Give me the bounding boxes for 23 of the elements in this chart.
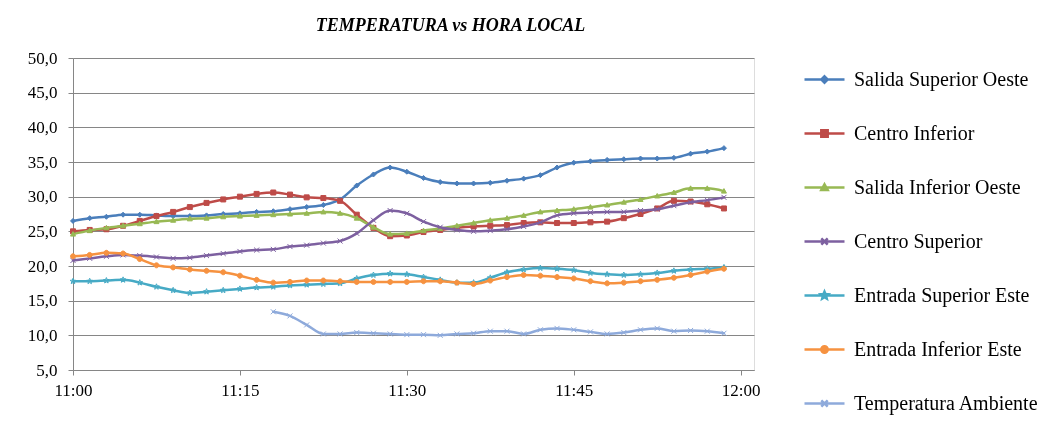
y-tick-label: 40,0 bbox=[27, 117, 58, 137]
y-tick-label: 5,0 bbox=[36, 360, 58, 380]
x-tick-label: 11:30 bbox=[388, 380, 427, 400]
y-tick-label: 20,0 bbox=[27, 256, 58, 276]
legend-label: Entrada Superior Este bbox=[854, 283, 1030, 307]
y-tick-label: 45,0 bbox=[27, 83, 58, 103]
y-tick-label: 30,0 bbox=[27, 187, 58, 207]
y-tick-label: 50,0 bbox=[27, 48, 58, 68]
x-tick-label: 11:00 bbox=[54, 380, 93, 400]
legend-label: Entrada Inferior Este bbox=[854, 337, 1022, 360]
legend-label: Salida Inferior Oeste bbox=[854, 175, 1021, 198]
x-tick-label: 11:15 bbox=[221, 380, 260, 400]
legend-label: Centro Superior bbox=[854, 229, 983, 253]
y-tick-label: 35,0 bbox=[27, 152, 58, 172]
y-tick-label: 10,0 bbox=[27, 325, 58, 345]
chart-title: TEMPERATURA vs HORA LOCAL bbox=[315, 15, 586, 35]
legend-label: Temperatura Ambiente bbox=[854, 391, 1038, 415]
y-tick-label: 25,0 bbox=[27, 221, 58, 241]
legend-label: Salida Superior Oeste bbox=[854, 67, 1029, 91]
x-tick-label: 12:00 bbox=[721, 380, 761, 400]
legend-label: Centro Inferior bbox=[854, 121, 975, 144]
y-tick-label: 15,0 bbox=[27, 291, 58, 311]
x-tick-label: 11:45 bbox=[555, 380, 594, 400]
